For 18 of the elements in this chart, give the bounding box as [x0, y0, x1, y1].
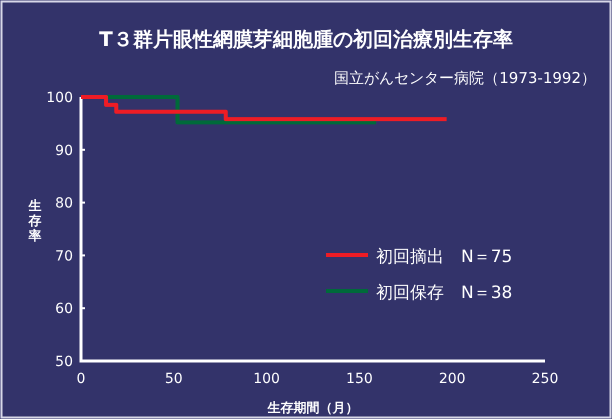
x-axis-title: 生存期間（月） — [266, 401, 358, 416]
x-tick-label: 150 — [346, 371, 373, 387]
x-tick-label: 200 — [438, 371, 466, 387]
y-tick-label: 50 — [55, 354, 73, 370]
legend-label: 初回摘出 N＝75 — [376, 247, 512, 267]
y-tick-label: 90 — [55, 142, 73, 159]
chart-subtitle: 国立がんセンター病院（1973-1992） — [334, 69, 596, 87]
y-axis-title: 生存率 — [28, 199, 42, 244]
x-tick-label: 50 — [164, 371, 183, 387]
y-tick-label: 100 — [46, 90, 73, 106]
y-tick-label: 80 — [55, 196, 73, 212]
x-tick-label: 100 — [253, 371, 280, 387]
y-tick-label: 70 — [55, 248, 73, 264]
legend-label: 初回保存 N＝38 — [376, 283, 512, 303]
chart-title: T３群片眼性網膜芽細胞腫の初回治療別生存率 — [99, 27, 513, 51]
x-tick-label: 0 — [76, 371, 86, 387]
y-tick-label: 60 — [55, 301, 73, 318]
x-tick-label: 250 — [532, 371, 558, 387]
